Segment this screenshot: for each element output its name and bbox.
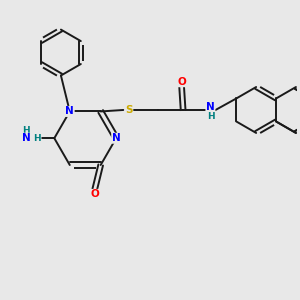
Text: O: O bbox=[177, 77, 186, 87]
Text: N: N bbox=[206, 102, 215, 112]
Text: H: H bbox=[207, 112, 214, 121]
Text: O: O bbox=[90, 189, 99, 200]
Text: N: N bbox=[65, 106, 74, 116]
Text: N: N bbox=[22, 133, 31, 143]
Text: S: S bbox=[125, 105, 132, 115]
Text: H: H bbox=[22, 126, 30, 135]
Text: N: N bbox=[112, 133, 121, 143]
Text: H: H bbox=[33, 134, 41, 143]
